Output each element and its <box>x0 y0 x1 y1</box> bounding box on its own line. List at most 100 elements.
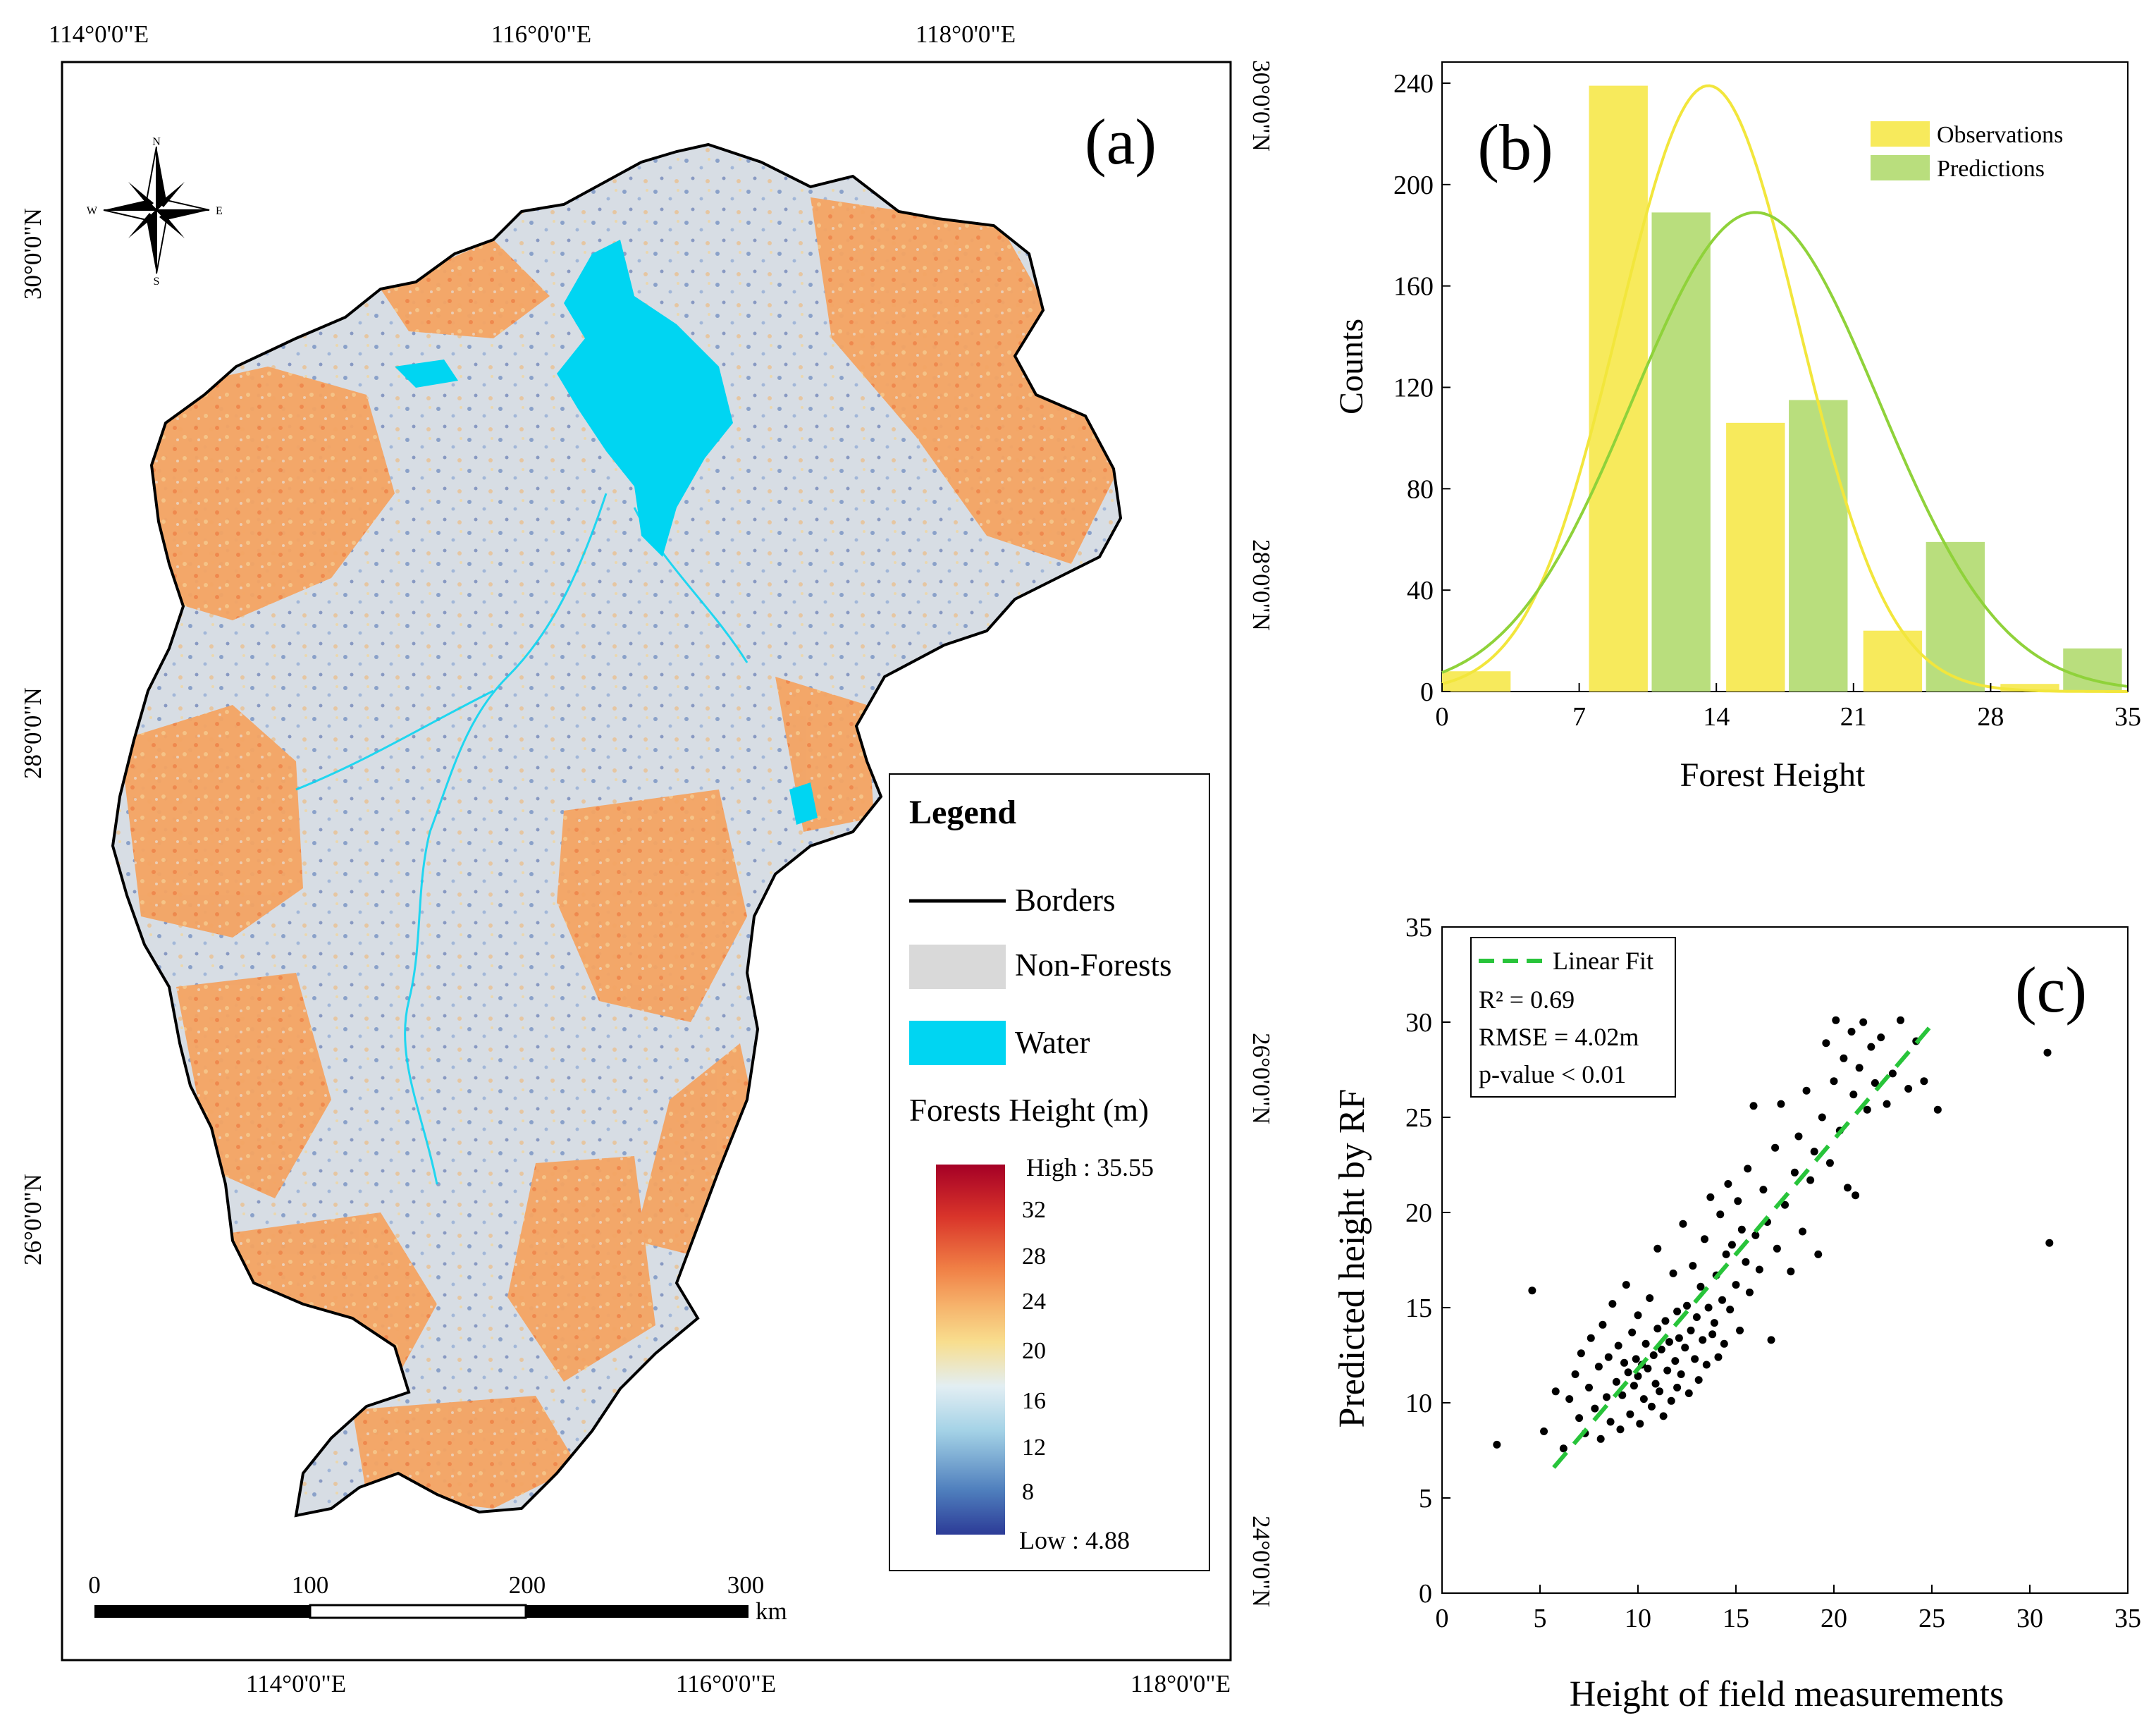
scatter-point <box>1724 1180 1732 1188</box>
legend-title: Legend <box>909 794 1016 831</box>
lon-top-118: 118°0'0"E <box>916 20 1016 48</box>
panel-c-ticks: 0 5 10 15 20 25 30 35 0 5 10 15 20 25 30 35 <box>1405 913 2141 1633</box>
panel-c-fit-line <box>1552 1019 1938 1469</box>
lat-right-30: 30°0'0"N <box>1248 60 1275 152</box>
scatter-point <box>1749 1102 1758 1110</box>
scatter-point <box>1551 1387 1560 1396</box>
c-xtick-label: 0 <box>1436 1604 1449 1633</box>
scatter-point <box>1883 1100 1891 1108</box>
panel-b-chart: 0 7 14 21 28 35 0 40 80 120 160 200 240 (b) Observat… <box>1333 61 2141 794</box>
compass-e: E <box>216 205 223 217</box>
scatter-point <box>1716 1210 1725 1219</box>
scatter-point <box>1585 1383 1593 1392</box>
lon-top-116: 116°0'0"E <box>491 20 591 48</box>
scatter-point <box>1720 1339 1728 1348</box>
scatter-point <box>1649 1351 1658 1359</box>
c-ytick-label: 20 <box>1405 1198 1432 1228</box>
lat-right-28: 28°0'0"N <box>1248 539 1275 631</box>
province-raster <box>111 142 1123 1518</box>
scatter-point <box>1671 1357 1680 1365</box>
scatter-point <box>1696 1282 1705 1291</box>
scatter-point <box>1596 1435 1605 1443</box>
scatter-point <box>1825 1159 1834 1167</box>
c-xtick-label: 15 <box>1723 1604 1749 1633</box>
scatter-point <box>1755 1265 1763 1274</box>
scatter-point <box>1624 1368 1632 1377</box>
compass-rose-icon: N S E W <box>87 136 223 288</box>
scatter-point <box>1663 1366 1672 1375</box>
scatter-point <box>1849 1091 1858 1099</box>
scatter-point <box>1675 1334 1683 1342</box>
scatter-point <box>1657 1345 1665 1353</box>
panel-c-xlabel: Height of field measurements <box>1570 1674 2004 1714</box>
lon-bottom-114: 114°0'0"E <box>246 1670 346 1697</box>
panel-c-stats-box <box>1470 937 1676 1098</box>
scatter-point <box>1897 1016 1905 1024</box>
province-border <box>111 142 1123 1518</box>
scale-tick-0: 0 <box>88 1571 101 1599</box>
b-ytick-label: 120 <box>1393 374 1434 403</box>
scatter-point <box>1904 1085 1913 1093</box>
scatter-point <box>1806 1176 1815 1184</box>
legend-tick-20: 20 <box>1022 1338 1046 1364</box>
scatter-point <box>1659 1412 1668 1420</box>
scatter-point <box>1598 1320 1607 1329</box>
pred-bar-1 <box>1789 400 1848 692</box>
c-ytick-label: 35 <box>1405 913 1432 942</box>
scatter-point <box>1767 1336 1775 1344</box>
scatter-point <box>1683 1301 1691 1310</box>
scatter-point <box>1751 1231 1760 1239</box>
scatter-point <box>1618 1391 1627 1399</box>
scatter-point <box>1628 1328 1637 1337</box>
c-xtick-label: 25 <box>1918 1604 1945 1633</box>
map-legend: Legend Borders Non-Forests Water Forests… <box>889 773 1210 1571</box>
c-xtick-label: 30 <box>2016 1604 2043 1633</box>
scatter-point <box>1679 1220 1687 1228</box>
scatter-point <box>1702 1361 1711 1369</box>
scatter-point <box>1708 1330 1717 1339</box>
scatter-point <box>1603 1393 1611 1401</box>
scatter-point <box>1871 1079 1879 1087</box>
scatter-point <box>1802 1086 1811 1095</box>
stats-rmse: RMSE = 4.02m <box>1479 1023 1639 1051</box>
panel-c-chart: 0 5 10 15 20 25 30 35 0 5 10 15 20 25 30 35 (c) Linear … <box>1332 913 2141 1714</box>
scatter-point <box>1726 1306 1735 1314</box>
scatter-point <box>1710 1319 1718 1327</box>
scatter-point <box>1641 1339 1650 1348</box>
c-ytick-label: 15 <box>1405 1294 1432 1323</box>
c-xtick-label: 5 <box>1534 1604 1547 1633</box>
scatter-point <box>1665 1338 1673 1346</box>
legend-tick-8: 8 <box>1022 1479 1034 1505</box>
scatter-point <box>1669 1269 1677 1277</box>
scatter-point <box>1575 1414 1584 1423</box>
scatter-point <box>1847 1028 1856 1036</box>
scatter-point <box>1818 1113 1826 1122</box>
pred-bar-0 <box>1651 212 1711 692</box>
scatter-point <box>1745 1288 1754 1296</box>
scatter-point <box>1732 1281 1740 1289</box>
c-ytick-label: 25 <box>1405 1103 1432 1133</box>
scatter-point <box>1727 1241 1736 1249</box>
scatter-point <box>1714 1353 1723 1361</box>
scatter-point <box>1646 1294 1654 1302</box>
scatter-point <box>1777 1100 1785 1108</box>
poyang-lake <box>557 240 733 557</box>
scatter-point <box>1694 1376 1703 1384</box>
obs-fit-curve <box>1441 84 2128 693</box>
legend-predictions: Predictions <box>1937 156 2045 182</box>
scatter-point <box>1706 1193 1715 1201</box>
scatter-point <box>1661 1317 1670 1325</box>
scatter-point <box>1822 1039 1830 1048</box>
b-xtick-label: 21 <box>1840 702 1867 732</box>
scatter-point <box>1616 1425 1625 1434</box>
scatter-point <box>1493 1440 1501 1449</box>
lon-top-114: 114°0'0"E <box>49 20 149 48</box>
scatter-point <box>1651 1380 1660 1388</box>
scatter-point <box>1689 1262 1697 1270</box>
scatter-point <box>1612 1377 1620 1386</box>
scatter-point <box>1691 1355 1699 1363</box>
scatter-point <box>1787 1267 1795 1276</box>
b-xtick-label: 28 <box>1977 702 2004 732</box>
scatter-point <box>1587 1334 1595 1342</box>
b-ytick-label: 80 <box>1407 474 1434 504</box>
